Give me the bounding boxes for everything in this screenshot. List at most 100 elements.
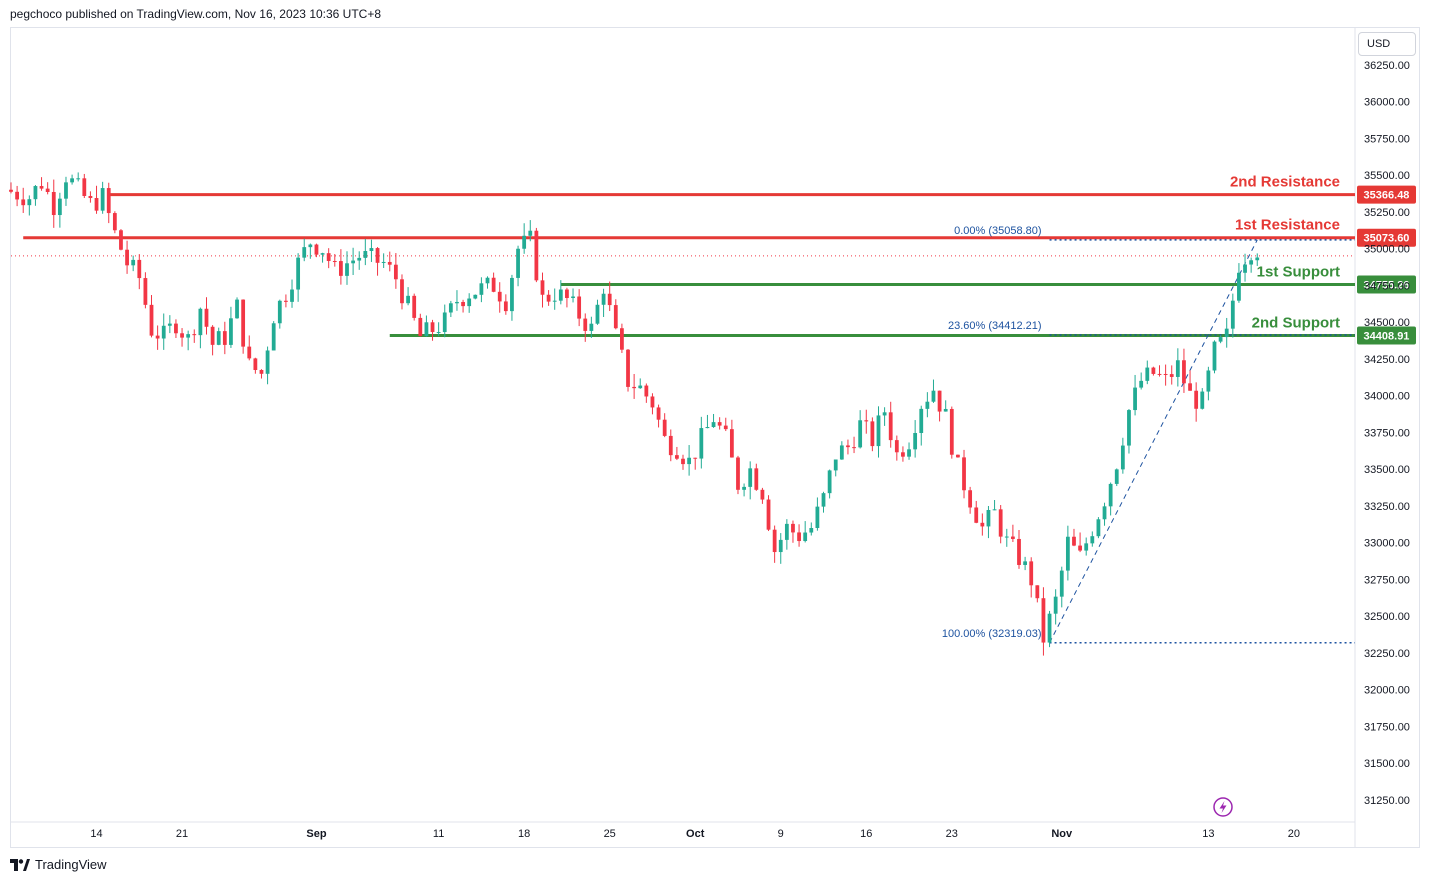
candle-body bbox=[338, 261, 343, 276]
candle-body bbox=[125, 249, 129, 266]
candle-body bbox=[528, 230, 533, 236]
candle-body bbox=[1157, 373, 1162, 375]
candle-body bbox=[112, 213, 117, 231]
price-tag bbox=[1357, 326, 1416, 345]
candle-body bbox=[39, 186, 44, 189]
candle-body bbox=[687, 457, 692, 465]
candle-body bbox=[1004, 536, 1009, 538]
x-tick-label: 21 bbox=[176, 828, 188, 840]
x-tick-label: 14 bbox=[90, 828, 102, 840]
fib-trendline[interactable] bbox=[1049, 239, 1258, 643]
candle-body bbox=[998, 509, 1003, 537]
y-tick-label: 34750.00 bbox=[1364, 280, 1410, 292]
candle-body bbox=[155, 335, 160, 339]
candle-body bbox=[167, 323, 172, 326]
candle-body bbox=[326, 253, 331, 262]
candle-body bbox=[320, 253, 325, 255]
y-tick-label: 32000.00 bbox=[1364, 685, 1410, 697]
candle-body bbox=[729, 429, 734, 458]
levels bbox=[11, 193, 1355, 337]
y-tick-label: 35500.00 bbox=[1364, 170, 1410, 182]
candle-body bbox=[448, 303, 453, 313]
y-tick-label: 36250.00 bbox=[1364, 60, 1410, 72]
candle-body bbox=[931, 390, 936, 402]
x-axis[interactable]: 14 21 Sep 11 18 25 Oct 9 16 23 Nov 13 20 bbox=[90, 828, 1300, 840]
chart-frame bbox=[10, 27, 1420, 848]
candle-body bbox=[705, 427, 710, 429]
candle-body bbox=[736, 457, 740, 490]
x-tick-label: 25 bbox=[604, 828, 616, 840]
candle-body bbox=[638, 385, 643, 389]
candle-body bbox=[27, 199, 32, 206]
candle-body bbox=[210, 326, 215, 345]
y-tick-label: 32750.00 bbox=[1364, 574, 1410, 586]
candle-body bbox=[1047, 613, 1052, 643]
candle-body bbox=[204, 308, 209, 327]
candle-body bbox=[51, 191, 56, 216]
fib-level-label: 0.00% (35058.80) bbox=[954, 225, 1041, 237]
candle-body bbox=[1175, 360, 1180, 377]
candle-body bbox=[1035, 585, 1040, 599]
candle-body bbox=[1090, 536, 1095, 544]
candle-body bbox=[241, 299, 246, 347]
candle-body bbox=[1072, 536, 1076, 546]
y-axis[interactable]: 31250.00 31500.00 31750.00 32000.00 32250.00… bbox=[1364, 60, 1410, 807]
candle-body bbox=[711, 422, 716, 428]
candle-body bbox=[650, 396, 655, 408]
candle-body bbox=[345, 263, 349, 276]
candle-body bbox=[699, 428, 704, 459]
candle-body bbox=[693, 457, 698, 459]
candle-body bbox=[546, 294, 551, 302]
y-tick-label: 33250.00 bbox=[1364, 501, 1410, 513]
x-tick-label: 11 bbox=[433, 828, 444, 840]
candle-body bbox=[809, 528, 814, 533]
candle-body bbox=[1023, 561, 1028, 565]
currency-selector[interactable]: USD bbox=[1358, 32, 1416, 56]
candle-body bbox=[901, 452, 905, 457]
candle-body bbox=[351, 260, 356, 264]
candle-body bbox=[827, 470, 832, 494]
x-tick-label: 9 bbox=[778, 828, 784, 840]
y-tick-label: 34500.00 bbox=[1364, 317, 1410, 329]
candle-body bbox=[503, 301, 508, 312]
candle-body bbox=[797, 532, 801, 542]
candle-body bbox=[119, 230, 123, 250]
y-tick-label: 31500.00 bbox=[1364, 758, 1410, 770]
candle-body bbox=[1188, 383, 1192, 391]
candle-body bbox=[247, 346, 252, 359]
candle-body bbox=[284, 300, 288, 302]
y-tick-label: 34250.00 bbox=[1364, 354, 1410, 366]
x-tick-label: 16 bbox=[860, 828, 872, 840]
x-tick-label: Sep bbox=[306, 828, 326, 840]
candle-body bbox=[485, 277, 490, 284]
candle-body bbox=[137, 259, 142, 279]
candle-body bbox=[784, 523, 789, 540]
candle-body bbox=[265, 350, 270, 374]
x-tick-label: 20 bbox=[1288, 828, 1300, 840]
candle-body bbox=[33, 186, 38, 200]
candle-body bbox=[424, 322, 429, 337]
lightning-icon[interactable] bbox=[1213, 797, 1233, 817]
candle-body bbox=[803, 532, 808, 542]
candle-body bbox=[45, 188, 50, 192]
tradingview-logo-icon bbox=[10, 858, 30, 871]
candle-body bbox=[1212, 341, 1217, 371]
candle-body bbox=[1041, 598, 1046, 643]
candle-body bbox=[1194, 390, 1199, 409]
candle-body bbox=[821, 493, 826, 507]
candle-body bbox=[1218, 337, 1223, 342]
candle-body bbox=[754, 468, 759, 490]
candle-body bbox=[1127, 410, 1131, 446]
candle-body bbox=[302, 247, 307, 258]
candle-body bbox=[882, 412, 887, 416]
candle-body bbox=[565, 289, 569, 299]
candle-body bbox=[778, 539, 783, 553]
fibonacci: 0.00% (35058.80) 23.60% (34412.21) 100.00%… bbox=[942, 225, 1355, 644]
candle-body bbox=[259, 370, 264, 374]
footer-brand[interactable]: TradingView bbox=[10, 857, 107, 872]
candle-body bbox=[766, 499, 771, 530]
candle-body bbox=[852, 447, 856, 449]
candle-body bbox=[949, 408, 954, 455]
candle-body bbox=[57, 198, 62, 216]
